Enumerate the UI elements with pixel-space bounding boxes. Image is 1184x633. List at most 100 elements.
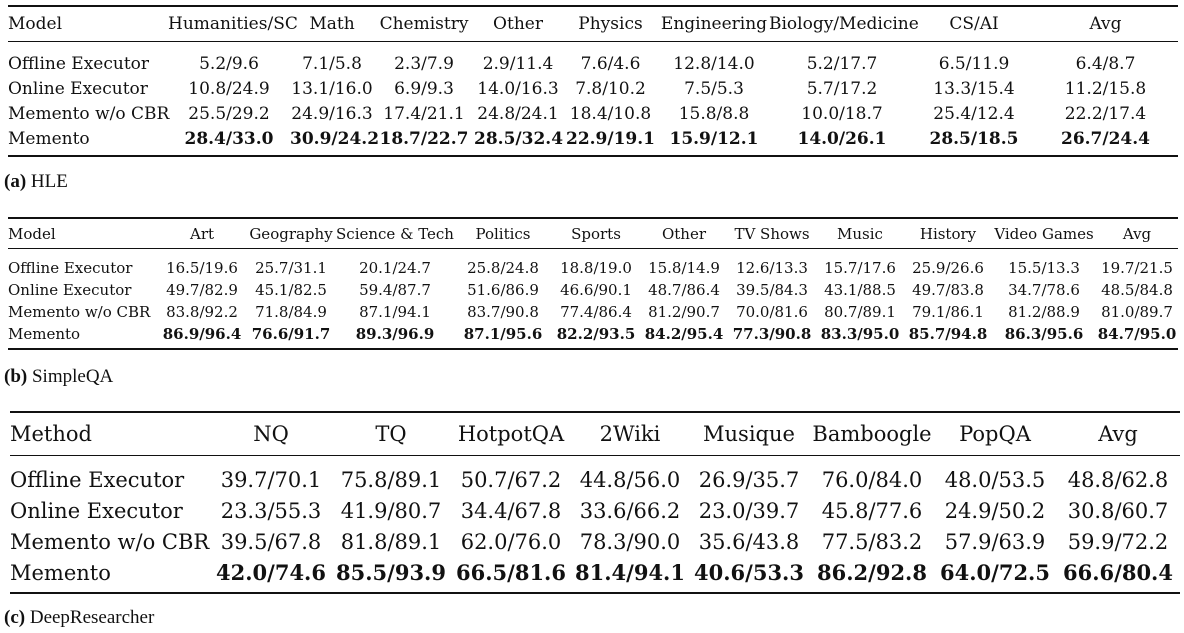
table-cell: 71.8/84.9 — [255, 303, 327, 321]
table-cell: 33.6/66.2 — [579, 498, 681, 523]
table-cell: 59.4/87.7 — [359, 281, 431, 299]
table-cell: 45.8/77.6 — [821, 498, 923, 523]
table-cell: 86.9/96.4 — [162, 325, 242, 343]
deepresearcher-caption: (c) DeepResearcher — [4, 607, 154, 629]
row-label: Memento w/o CBR — [8, 303, 151, 321]
table-cell: 89.3/96.9 — [355, 325, 435, 343]
table-cell: 18.4/10.8 — [569, 103, 652, 124]
table-cell: 25.9/26.6 — [912, 259, 984, 277]
table-row-best: Memento 28.4/33.0 30.9/24.2 18.7/22.7 28… — [8, 126, 1178, 156]
table-cell: 5.2/9.6 — [199, 53, 259, 74]
hle-caption: (a) HLE — [4, 171, 68, 193]
table-cell: 22.2/17.4 — [1064, 103, 1147, 124]
table-cell: 66.6/80.4 — [1063, 560, 1173, 585]
column-header: HotpotQA — [450, 412, 572, 456]
header-row: Model Humanities/SC Math Chemistry Other… — [8, 6, 1178, 42]
header-row: Model Art Geography Science & Tech Polit… — [8, 218, 1178, 249]
simpleqa-caption: (b) SimpleQA — [4, 366, 113, 388]
table-cell: 10.0/18.7 — [801, 103, 883, 124]
caption-text: DeepResearcher — [29, 607, 155, 628]
table-cell: 35.6/43.8 — [698, 529, 800, 554]
row-label: Memento — [10, 560, 111, 585]
table-cell: 6.5/11.9 — [938, 53, 1010, 74]
table-cell: 39.7/70.1 — [220, 467, 322, 492]
table-cell: 50.7/67.2 — [460, 467, 562, 492]
table-cell: 49.7/82.9 — [166, 281, 238, 299]
column-header: Musique — [688, 412, 810, 456]
table-cell: 11.2/15.8 — [1064, 78, 1147, 99]
table-cell: 26.7/24.4 — [1060, 128, 1151, 149]
table-cell: 76.0/84.0 — [821, 467, 923, 492]
column-header: Other — [474, 6, 562, 42]
column-header: Biology/Medicine — [769, 6, 919, 42]
table-cell: 80.7/89.1 — [824, 303, 896, 321]
table-cell: 10.8/24.9 — [188, 78, 270, 99]
column-header: Sports — [552, 218, 640, 249]
table-cell: 7.5/5.3 — [684, 78, 744, 99]
table-cell: 15.9/12.1 — [669, 128, 759, 149]
table-cell: 28.4/33.0 — [184, 128, 274, 149]
column-header: Geography — [246, 218, 336, 249]
row-label: Memento — [8, 128, 90, 149]
table-cell: 25.7/31.1 — [255, 259, 327, 277]
row-label: Memento w/o CBR — [8, 103, 170, 124]
table-cell: 43.1/88.5 — [824, 281, 896, 299]
table-cell: 2.9/11.4 — [482, 53, 554, 74]
table-row: Online Executor 49.7/82.9 45.1/82.5 59.4… — [8, 279, 1178, 301]
header-row: Method NQ TQ HotpotQA 2Wiki Musique Bamb… — [10, 412, 1180, 456]
table-cell: 34.4/67.8 — [460, 498, 562, 523]
column-header: Chemistry — [374, 6, 474, 42]
table-cell: 77.3/90.8 — [732, 325, 812, 343]
table-cell: 77.4/86.4 — [560, 303, 632, 321]
table-cell: 83.8/92.2 — [166, 303, 238, 321]
table-cell: 87.1/94.1 — [359, 303, 431, 321]
table-row: Online Executor 10.8/24.9 13.1/16.0 6.9/… — [8, 76, 1178, 101]
column-header: Science & Tech — [336, 218, 454, 249]
table-cell: 15.8/14.9 — [648, 259, 720, 277]
table-cell: 17.4/21.1 — [383, 103, 465, 124]
table-cell: 45.1/82.5 — [255, 281, 327, 299]
table-row-best: Memento 86.9/96.4 76.6/91.7 89.3/96.9 87… — [8, 323, 1178, 349]
table-cell: 40.6/53.3 — [694, 560, 804, 585]
table-cell: 25.8/24.8 — [467, 259, 539, 277]
table-cell: 30.9/24.2 — [290, 128, 380, 149]
table-cell: 86.3/95.6 — [1004, 325, 1084, 343]
table-cell: 7.1/5.8 — [302, 53, 362, 74]
column-header: TQ — [332, 412, 450, 456]
column-header: Humanities/SC — [168, 6, 298, 42]
table-cell: 59.9/72.2 — [1067, 529, 1169, 554]
column-header: CS/AI — [915, 6, 1033, 42]
table-cell: 66.5/81.6 — [456, 560, 566, 585]
table-cell: 84.7/95.0 — [1097, 325, 1177, 343]
table-cell: 44.8/56.0 — [579, 467, 681, 492]
table-cell: 18.7/22.7 — [379, 128, 469, 149]
table-cell: 81.2/90.7 — [648, 303, 720, 321]
table-cell: 87.1/95.6 — [463, 325, 543, 343]
caption-label: (c) — [4, 607, 26, 628]
table-row: Memento w/o CBR 39.5/67.8 81.8/89.1 62.0… — [10, 526, 1180, 557]
caption-label: (b) — [4, 366, 28, 387]
table-cell: 13.1/16.0 — [291, 78, 373, 99]
table-cell: 23.0/39.7 — [698, 498, 800, 523]
column-header: Engineering — [659, 6, 769, 42]
table-row: Memento w/o CBR 83.8/92.2 71.8/84.9 87.1… — [8, 301, 1178, 323]
caption-text: HLE — [30, 171, 68, 192]
table-cell: 76.6/91.7 — [251, 325, 331, 343]
column-header: NQ — [210, 412, 332, 456]
table-cell: 7.8/10.2 — [575, 78, 646, 99]
column-header: TV Shows — [728, 218, 816, 249]
table-cell: 75.8/89.1 — [340, 467, 442, 492]
table-cell: 57.9/63.9 — [944, 529, 1046, 554]
table-cell: 41.9/80.7 — [340, 498, 442, 523]
table-cell: 39.5/67.8 — [220, 529, 322, 554]
table-cell: 81.0/89.7 — [1101, 303, 1173, 321]
column-header: Avg — [1033, 6, 1178, 42]
table-cell: 13.3/15.4 — [933, 78, 1015, 99]
table-cell: 25.4/12.4 — [933, 103, 1015, 124]
column-header: PopQA — [934, 412, 1056, 456]
table-cell: 6.9/9.3 — [394, 78, 454, 99]
table-cell: 78.3/90.0 — [579, 529, 681, 554]
row-label: Online Executor — [8, 281, 132, 299]
table-row: Offline Executor 39.7/70.1 75.8/89.1 50.… — [10, 456, 1180, 496]
table-cell: 70.0/81.6 — [736, 303, 808, 321]
